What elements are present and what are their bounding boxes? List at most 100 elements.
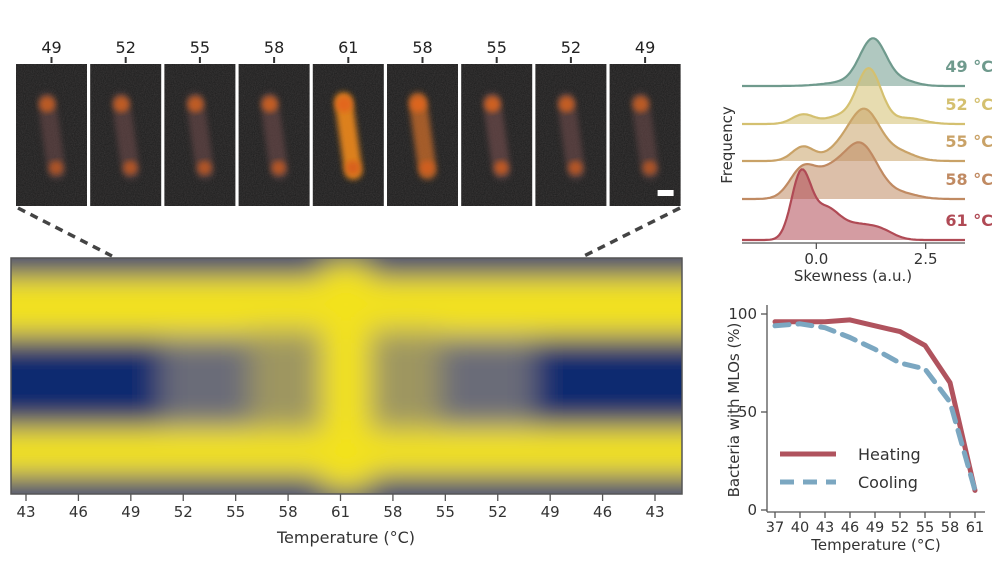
bacterium-cell (334, 92, 363, 180)
micrograph-label: 49 (635, 38, 655, 57)
skewness-ridgeline-chart: 49 °C 52 °C 55 °C 58 °C 61 °C 0.0 2.5Skewness … (718, 37, 993, 285)
kymograph-frame (10, 257, 683, 495)
ridge-outline (742, 107, 965, 163)
ridge-series-label: 55 °C (945, 132, 993, 151)
ridge-area (742, 38, 965, 86)
polar-condensate (113, 96, 130, 113)
line-x-tick-label: 55 (916, 520, 934, 536)
kymograph-x-axis: 43 46 49 52 55 58 61 58 55 52 49 46 43 (16, 494, 665, 521)
polar-condensate (484, 96, 501, 113)
kymograph-tick-label: 55 (226, 503, 245, 521)
polar-condensate (568, 160, 583, 175)
kymograph-tick-label: 49 (121, 503, 140, 521)
ridge-series: 55 °C (742, 107, 993, 163)
polar-condensate (345, 160, 360, 175)
micrograph-label: 58 (412, 38, 432, 57)
micrograph-label: 61 (338, 38, 358, 57)
line-x-tick-label: 46 (841, 520, 859, 536)
ridge-series-label: 49 °C (945, 57, 993, 76)
micrograph-label: 52 (561, 38, 581, 57)
ridge-area (742, 142, 965, 199)
ridge-tick-label: 0.0 (804, 250, 828, 268)
polar-condensate (494, 160, 509, 175)
ridge-outline (742, 37, 965, 88)
micrograph-tile: 61 (312, 38, 384, 206)
polar-condensate (271, 160, 286, 175)
polar-condensate (642, 160, 657, 175)
ridge-area (742, 108, 965, 161)
legend-entry: Cooling (780, 473, 918, 492)
polar-condensate (123, 160, 138, 175)
ridge-outline (742, 141, 965, 201)
kymograph-tick-label: 61 (331, 503, 350, 521)
ridge-outline (742, 66, 965, 126)
micrograph-tile: 55 (164, 38, 236, 206)
micrograph-label: 55 (190, 38, 210, 57)
kymograph-x-label: Temperature (°C) (276, 528, 415, 547)
polar-condensate (197, 160, 212, 175)
ridge-outline (742, 168, 965, 242)
micrograph-tile: 58 (387, 38, 458, 206)
ridge-series: 52 °C (742, 66, 993, 126)
kymograph-tick-label: 58 (279, 503, 298, 521)
ridge-series-label: 61 °C (945, 211, 993, 230)
kymograph-tick-label: 49 (541, 503, 560, 521)
ridge-series: 49 °C (742, 37, 993, 88)
kymograph-tick-label: 43 (645, 503, 664, 521)
line-y-tick-label: 0 (747, 501, 757, 519)
ridge-area (742, 169, 965, 240)
ridge-y-label: Frequency (718, 106, 736, 184)
kymograph-tick-label: 58 (383, 503, 402, 521)
line-x-tick-label: 43 (816, 520, 834, 536)
line-x-tick-label: 61 (966, 520, 984, 536)
ridge-series-label: 52 °C (945, 95, 993, 114)
line-y-tick-label: 100 (728, 305, 757, 323)
polar-condensate (261, 96, 278, 113)
micrograph-tile: 52 (90, 38, 162, 206)
connector-line-right (583, 206, 681, 258)
micrograph-label: 55 (487, 38, 507, 57)
line-x-tick-label: 52 (891, 520, 909, 536)
polar-condensate (49, 160, 64, 175)
line-x-tick-label: 37 (766, 520, 784, 536)
legend-entry: Heating (780, 445, 921, 464)
legend-label: Cooling (858, 473, 918, 492)
kymograph-tick-label: 46 (593, 503, 612, 521)
ridge-series-label: 58 °C (945, 170, 993, 189)
kymograph-tick-label: 43 (16, 503, 35, 521)
bacterium-cell (482, 92, 511, 180)
kymograph-tick-label: 52 (174, 503, 193, 521)
micrograph-label: 49 (41, 38, 61, 57)
micrograph-label: 58 (264, 38, 284, 57)
bacterium-cell (631, 92, 660, 180)
ridge-tick-label: 2.5 (914, 250, 938, 268)
bacterium-cell (186, 92, 214, 180)
bacterium-cell (37, 92, 66, 180)
polar-condensate (410, 96, 427, 113)
ridge-series: 61 °C (742, 168, 993, 242)
polar-condensate (558, 96, 575, 113)
line-x-tick-label: 40 (791, 520, 809, 536)
line-x-label: Temperature (°C) (810, 536, 940, 554)
micrograph-tile: 49 (609, 38, 681, 206)
connector-line-left (17, 206, 113, 258)
polar-condensate (335, 96, 352, 113)
micrograph-tile: 49 (16, 38, 87, 206)
polar-condensate (632, 96, 649, 113)
micrograph-tile: 55 (461, 38, 533, 206)
micrograph-tile: 58 (238, 38, 310, 206)
ridge-x-label: Skewness (a.u.) (794, 267, 912, 285)
polar-condensate (39, 96, 56, 113)
line-y-label: Bacteria with MLOs (%) (725, 323, 743, 498)
polar-condensate (420, 160, 435, 175)
line-x-tick-label: 49 (866, 520, 884, 536)
polar-condensate (187, 96, 204, 113)
bacterium-cell (557, 92, 585, 180)
scale-bar (657, 190, 674, 196)
bacterium-cell (408, 92, 437, 180)
kymograph-tick-label: 55 (436, 503, 455, 521)
micrograph-label: 52 (116, 38, 136, 57)
line-series-heating (772, 317, 978, 493)
bacterium-cell (260, 92, 289, 180)
